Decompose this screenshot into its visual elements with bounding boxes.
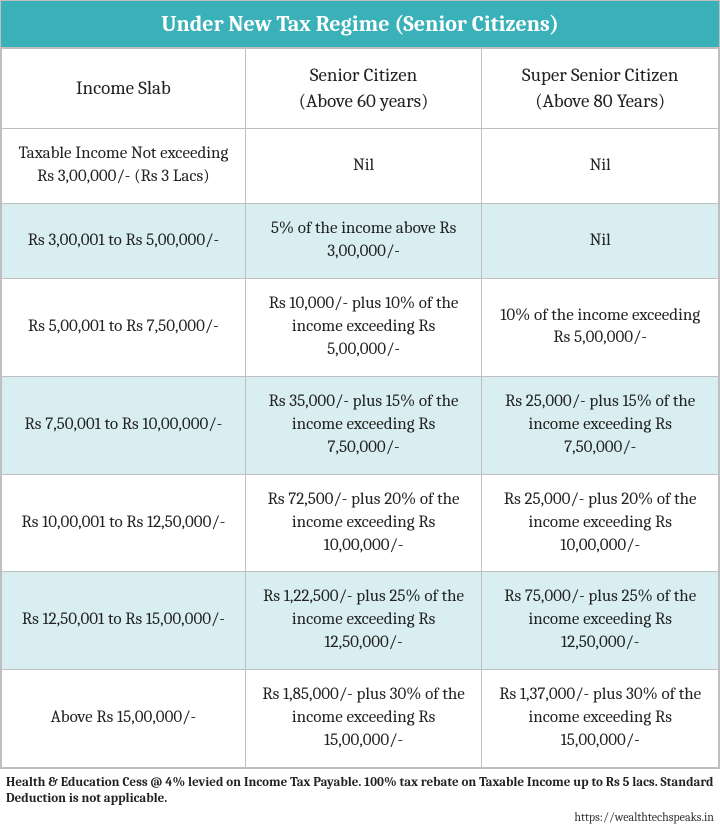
cell-senior: Nil [245,129,482,204]
cell-senior: Rs 10,000/- plus 10% of the income excee… [245,279,482,377]
cell-senior: Rs 1,85,000/- plus 30% of the income exc… [245,670,482,768]
table-row: Taxable Income Not exceeding Rs 3,00,000… [2,129,719,204]
cell-super: Nil [482,204,719,279]
source-url: https://wealthtechspeaks.in [0,810,720,830]
cell-slab: Above Rs 15,00,000/- [2,670,246,768]
table-row: Rs 5,00,001 to Rs 7,50,000/-Rs 10,000/- … [2,279,719,377]
cell-super: 10% of the income exceeding Rs 5,00,000/… [482,279,719,377]
cell-senior: 5% of the income above Rs 3,00,000/- [245,204,482,279]
table-row: Rs 7,50,001 to Rs 10,00,000/-Rs 35,000/-… [2,376,719,474]
cell-senior: Rs 35,000/- plus 15% of the income excee… [245,376,482,474]
cell-senior: Rs 1,22,500/- plus 25% of the income exc… [245,572,482,670]
cell-slab: Rs 7,50,001 to Rs 10,00,000/- [2,376,246,474]
table-row: Rs 10,00,001 to Rs 12,50,000/-Rs 72,500/… [2,474,719,572]
tax-table-container: Under New Tax Regime (Senior Citizens) I… [0,0,720,769]
cell-slab: Rs 3,00,001 to Rs 5,00,000/- [2,204,246,279]
table-header-row: Income Slab Senior Citizen(Above 60 year… [2,49,719,129]
footnote-text: Health & Education Cess @ 4% levied on I… [0,769,720,810]
table-row: Rs 12,50,001 to Rs 15,00,000/-Rs 1,22,50… [2,572,719,670]
table-row: Above Rs 15,00,000/-Rs 1,85,000/- plus 3… [2,670,719,768]
cell-slab: Rs 12,50,001 to Rs 15,00,000/- [2,572,246,670]
col-header-slab: Income Slab [2,49,246,129]
cell-super: Rs 25,000/- plus 20% of the income excee… [482,474,719,572]
cell-super: Rs 1,37,000/- plus 30% of the income exc… [482,670,719,768]
cell-super: Rs 25,000/- plus 15% of the income excee… [482,376,719,474]
cell-slab: Rs 5,00,001 to Rs 7,50,000/- [2,279,246,377]
cell-senior: Rs 72,500/- plus 20% of the income excee… [245,474,482,572]
table-title: Under New Tax Regime (Senior Citizens) [1,1,719,48]
col-header-senior: Senior Citizen(Above 60 years) [245,49,482,129]
table-body: Taxable Income Not exceeding Rs 3,00,000… [2,129,719,768]
table-row: Rs 3,00,001 to Rs 5,00,000/-5% of the in… [2,204,719,279]
cell-super: Nil [482,129,719,204]
cell-slab: Taxable Income Not exceeding Rs 3,00,000… [2,129,246,204]
tax-table: Income Slab Senior Citizen(Above 60 year… [1,48,719,768]
col-header-super-senior: Super Senior Citizen(Above 80 Years) [482,49,719,129]
cell-slab: Rs 10,00,001 to Rs 12,50,000/- [2,474,246,572]
cell-super: Rs 75,000/- plus 25% of the income excee… [482,572,719,670]
